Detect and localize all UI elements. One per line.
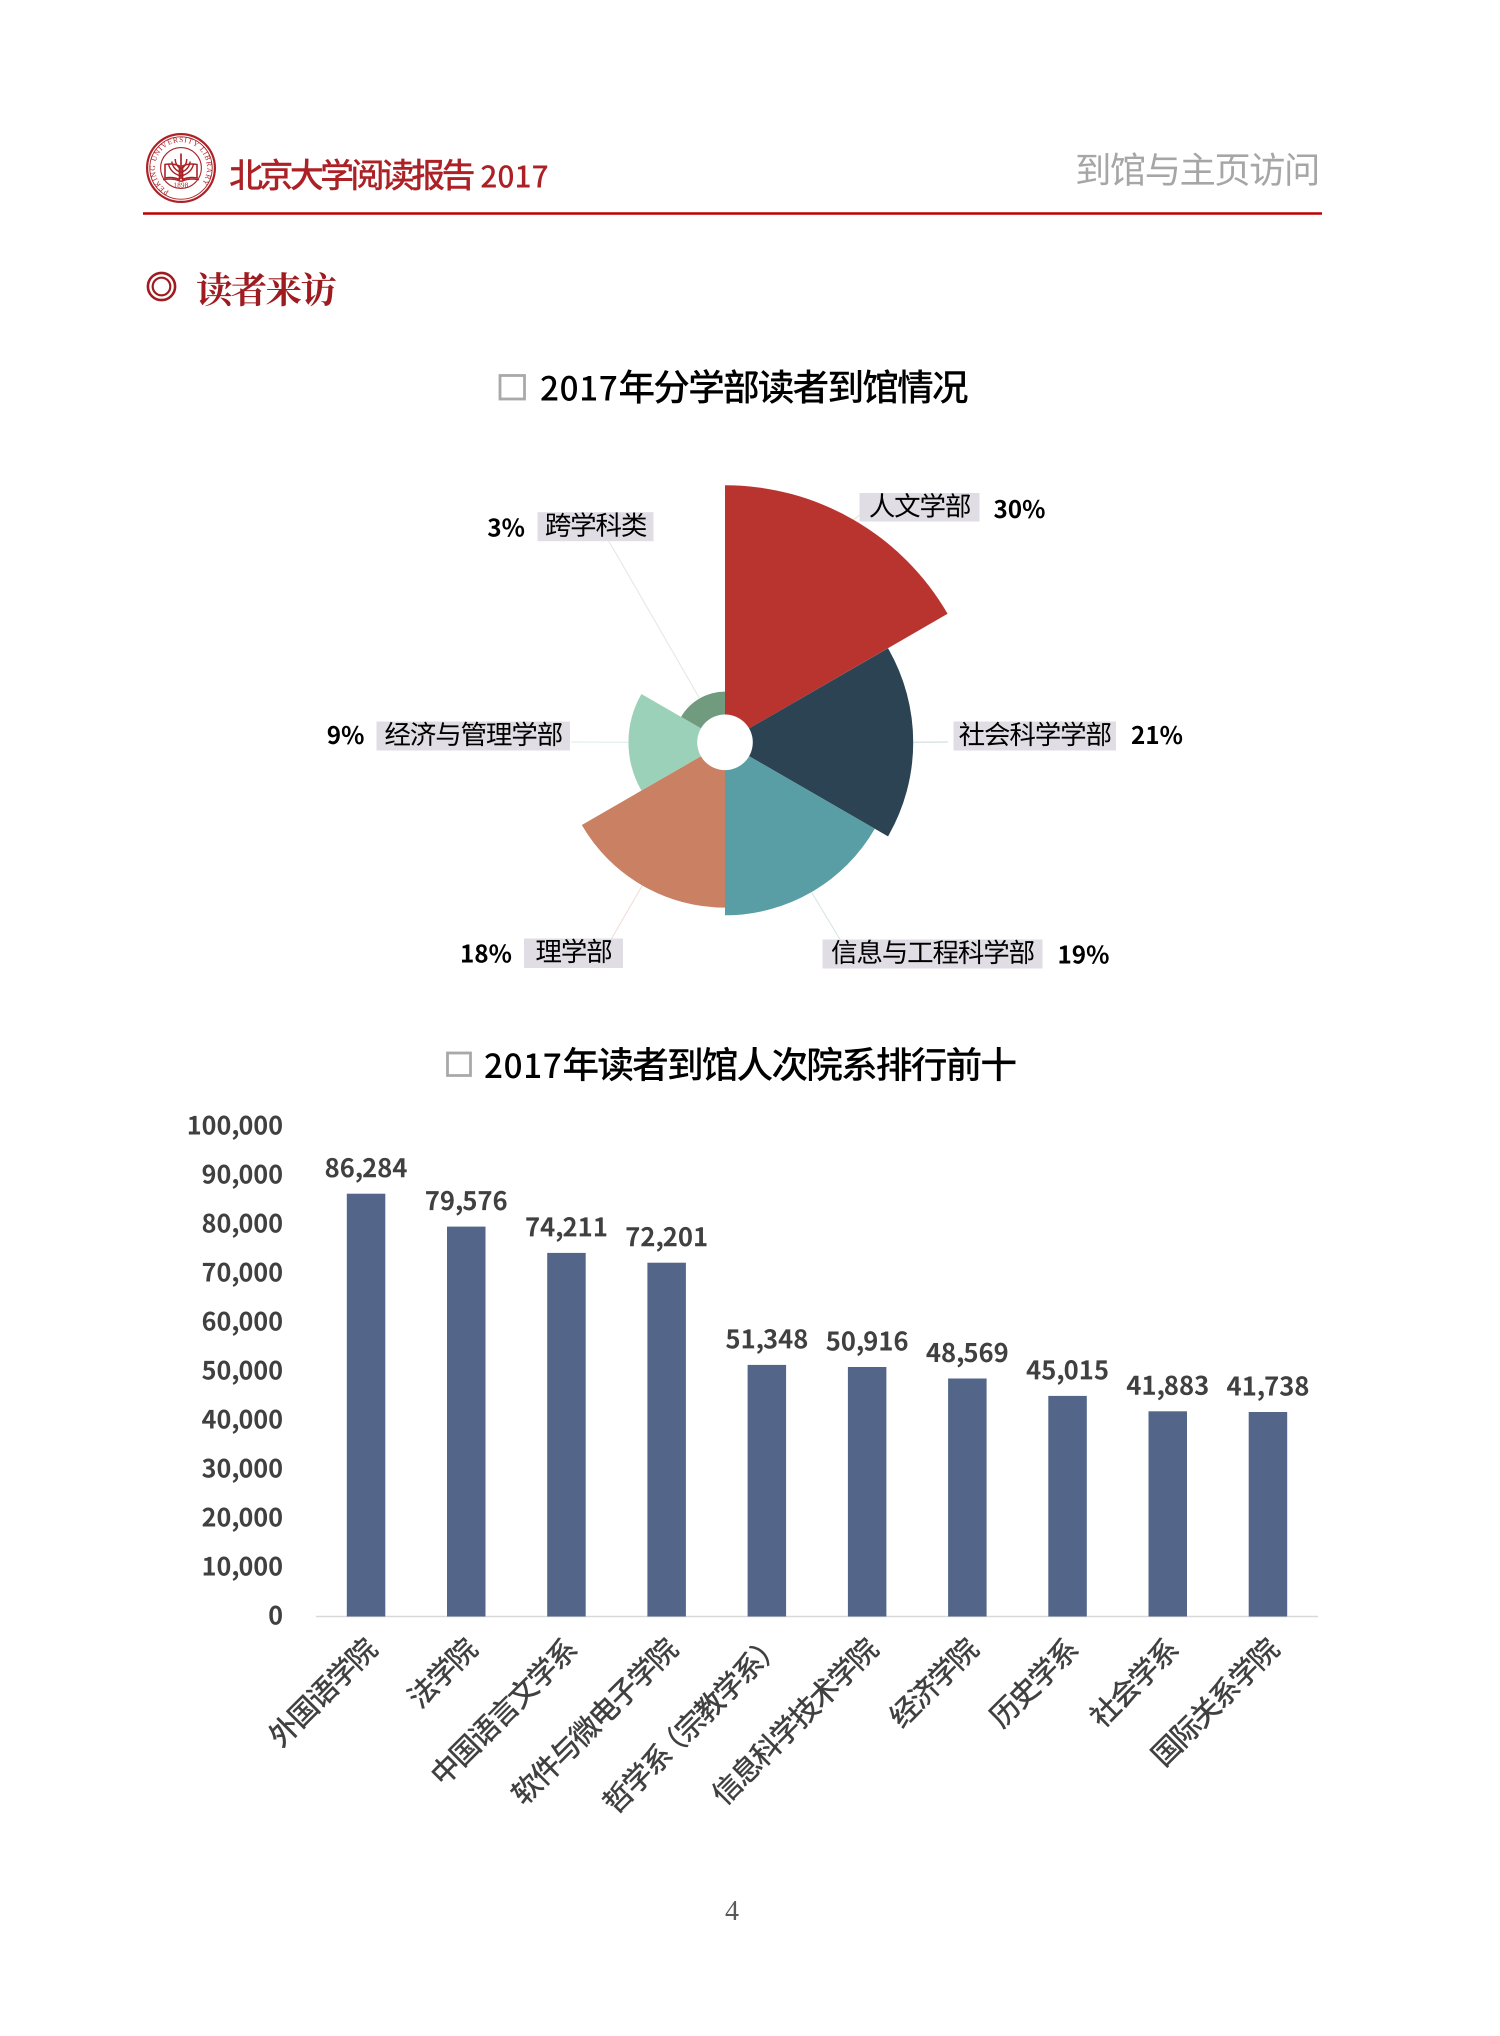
svg-text:1898: 1898	[173, 182, 188, 190]
svg-text:4: 4	[725, 1896, 739, 1927]
